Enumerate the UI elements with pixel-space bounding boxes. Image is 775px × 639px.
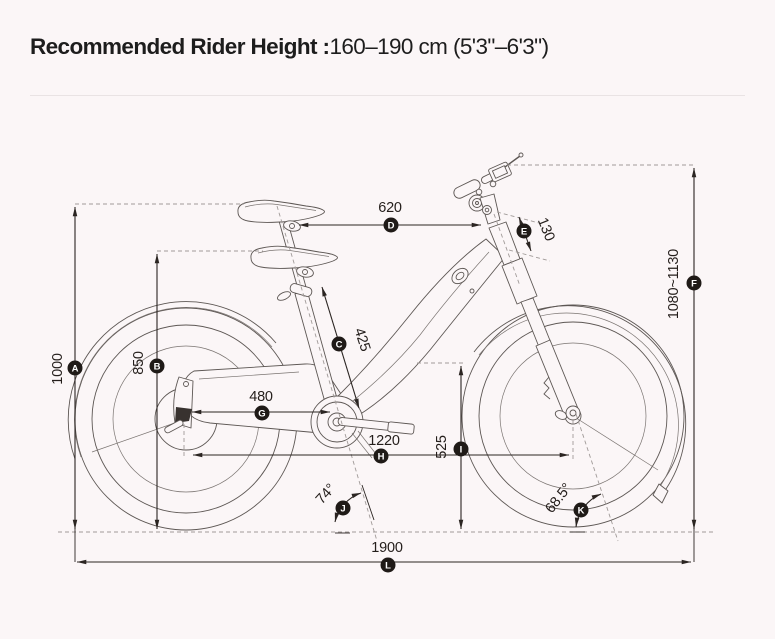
dim-A-letter: A — [72, 363, 79, 374]
dim-K-letter: K — [578, 505, 585, 516]
dim-D-letter: D — [388, 220, 395, 231]
dim-L-letter: L — [385, 560, 391, 571]
dim-F-value: 1080~1130 — [666, 249, 682, 319]
saddle-max-height — [237, 199, 325, 232]
title-value: 160–190 cm (5'3"–6'3") — [329, 34, 549, 59]
dim-F-letter: F — [691, 278, 697, 289]
bike-drawing — [67, 152, 687, 531]
dim-B-letter: B — [154, 361, 161, 372]
dim-F-badge — [686, 275, 702, 291]
dim-A-badge — [67, 360, 83, 376]
dim-I-badge — [453, 441, 469, 457]
dim-I: 525 I — [434, 365, 469, 530]
dim-F: 1080~1130 F — [666, 167, 702, 562]
dim-J-value: 74° — [313, 481, 339, 508]
dim-H: 1220 H — [192, 433, 570, 464]
dim-E-letter: E — [521, 226, 527, 237]
brake-caliper — [543, 376, 551, 400]
steering-axis — [493, 213, 521, 287]
dim-H-value: 1220 — [368, 433, 400, 449]
page-title: Recommended Rider Height :160–190 cm (5'… — [30, 34, 549, 60]
dim-H-letter: H — [378, 451, 385, 462]
dim-C-badge — [331, 336, 347, 352]
handlebar-assembly — [453, 152, 524, 266]
dim-J-badge — [335, 500, 351, 516]
dim-K-angle: 68.5° K — [542, 481, 602, 528]
dim-L-badge — [380, 557, 396, 573]
dim-J-angle: 74° J — [313, 481, 362, 523]
dim-I-value: 525 — [434, 435, 450, 459]
dim-C: 425 C — [321, 286, 374, 409]
left-grip — [453, 179, 481, 199]
seat-tube-axis — [276, 205, 378, 542]
divider — [30, 95, 745, 96]
title-label: Recommended Rider Height : — [30, 34, 330, 59]
dim-B: 850 B — [131, 253, 165, 530]
dim-G-badge — [254, 405, 270, 421]
dim-G-letter: G — [258, 408, 265, 419]
dim-A: 1000 A — [50, 206, 83, 562]
dim-K-value: 68.5° — [542, 481, 575, 517]
dim-I-letter: I — [460, 444, 463, 455]
dim-J-letter: J — [340, 503, 345, 514]
dim-E-value: 130 — [534, 216, 558, 244]
dim-D: 620 D — [298, 200, 482, 233]
dim-C-value: 425 — [351, 326, 374, 354]
dim-H-badge — [373, 448, 389, 464]
pedal — [387, 421, 415, 435]
dim-G-value: 480 — [249, 389, 273, 405]
dim-D-badge — [383, 217, 399, 233]
dim-G: 480 G — [191, 389, 331, 421]
dim-D-value: 620 — [378, 200, 402, 216]
front-fender — [473, 305, 687, 504]
dim-K-badge — [573, 502, 589, 518]
dim-B-badge — [149, 358, 165, 374]
dim-E-badge — [516, 223, 532, 239]
dim-A-value: 1000 — [50, 353, 66, 385]
dim-L: 1900 L — [76, 540, 692, 573]
dim-C-letter: C — [336, 339, 343, 350]
front-fork — [501, 257, 581, 421]
dim-B-value: 850 — [131, 351, 147, 375]
dim-L-value: 1900 — [371, 540, 403, 556]
crank-assembly — [310, 395, 415, 459]
construction-guides — [58, 164, 713, 542]
dim-E: 130 E — [516, 216, 558, 252]
